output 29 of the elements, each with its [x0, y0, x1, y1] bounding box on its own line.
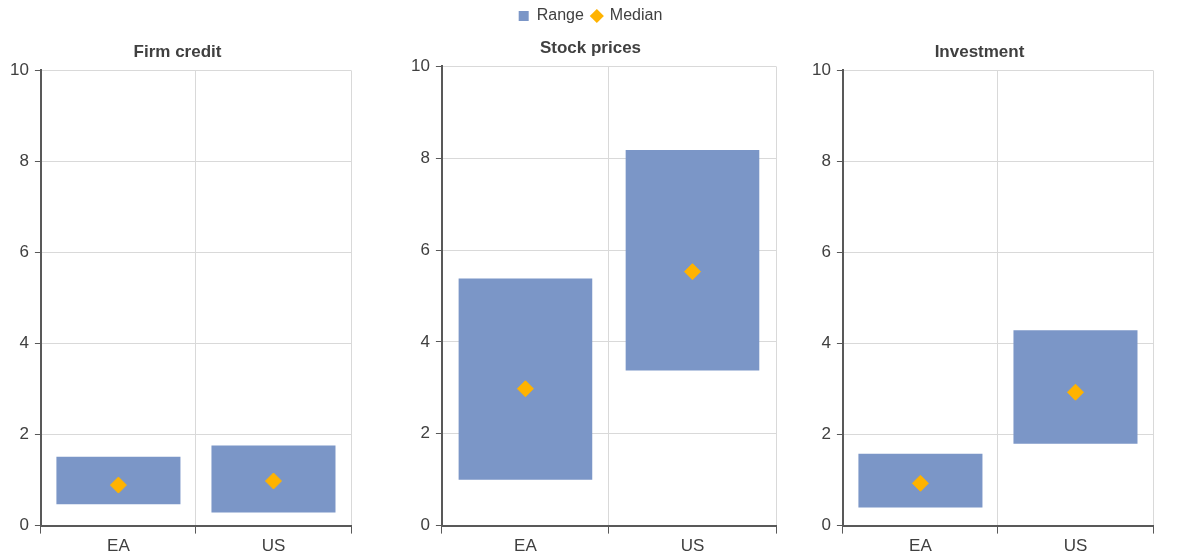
y-tick-label: 4 [420, 331, 430, 351]
legend-label: Median [609, 6, 663, 24]
y-tick-label: 2 [19, 424, 29, 444]
x-tick-label: EA [107, 536, 131, 556]
y-tick-label: 0 [19, 515, 29, 535]
y-tick-label: 10 [9, 60, 29, 80]
y-tick-label: 0 [821, 515, 831, 535]
chart-title: Firm credit [133, 41, 222, 61]
y-tick-label: 2 [420, 423, 430, 443]
y-tick-label: 4 [821, 333, 831, 353]
x-tick-label: US [680, 536, 705, 556]
y-tick-label: 10 [410, 56, 430, 76]
legend-label: Range [536, 6, 584, 24]
y-tick-label: 8 [19, 151, 29, 171]
x-tick-label: US [1063, 536, 1088, 556]
chart-title: Stock prices [539, 37, 642, 57]
y-tick-label: 2 [821, 424, 831, 444]
x-tick-label: EA [514, 536, 538, 556]
y-tick-label: 0 [420, 515, 430, 535]
y-tick-label: 10 [811, 60, 831, 80]
y-tick-label: 6 [420, 239, 430, 259]
y-tick-label: 4 [19, 333, 29, 353]
x-tick-label: US [261, 536, 286, 556]
x-tick-label: EA [909, 536, 933, 556]
chart-title: Investment [934, 41, 1025, 61]
y-tick-label: 8 [821, 151, 831, 171]
y-tick-label: 6 [19, 242, 29, 262]
y-tick-label: 8 [420, 147, 430, 167]
y-tick-label: 6 [821, 242, 831, 262]
